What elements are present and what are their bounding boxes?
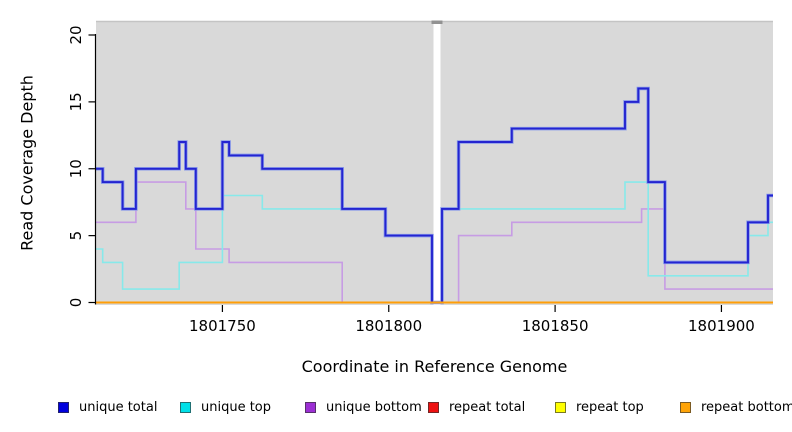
y-tick-label: 5 bbox=[67, 231, 85, 241]
x-tick-label: 1801750 bbox=[189, 317, 256, 335]
y-tick-label: 0 bbox=[67, 298, 85, 308]
series-line-unique-total bbox=[96, 87, 773, 304]
y-tick-label: 20 bbox=[67, 25, 85, 44]
y-tick-label: 15 bbox=[67, 92, 85, 111]
x-axis-title: Coordinate in Reference Genome bbox=[301, 357, 568, 376]
series-line-unique-bottom bbox=[96, 181, 773, 304]
x-tick-label: 1801900 bbox=[688, 317, 755, 335]
coverage-gap-cap bbox=[431, 20, 443, 24]
coverage-gap-band bbox=[433, 23, 441, 305]
x-tick-label: 1801850 bbox=[522, 317, 589, 335]
x-tick-label: 1801800 bbox=[355, 317, 422, 335]
y-axis-title: Read Coverage Depth bbox=[17, 75, 37, 251]
y-tick-label: 10 bbox=[67, 159, 85, 178]
